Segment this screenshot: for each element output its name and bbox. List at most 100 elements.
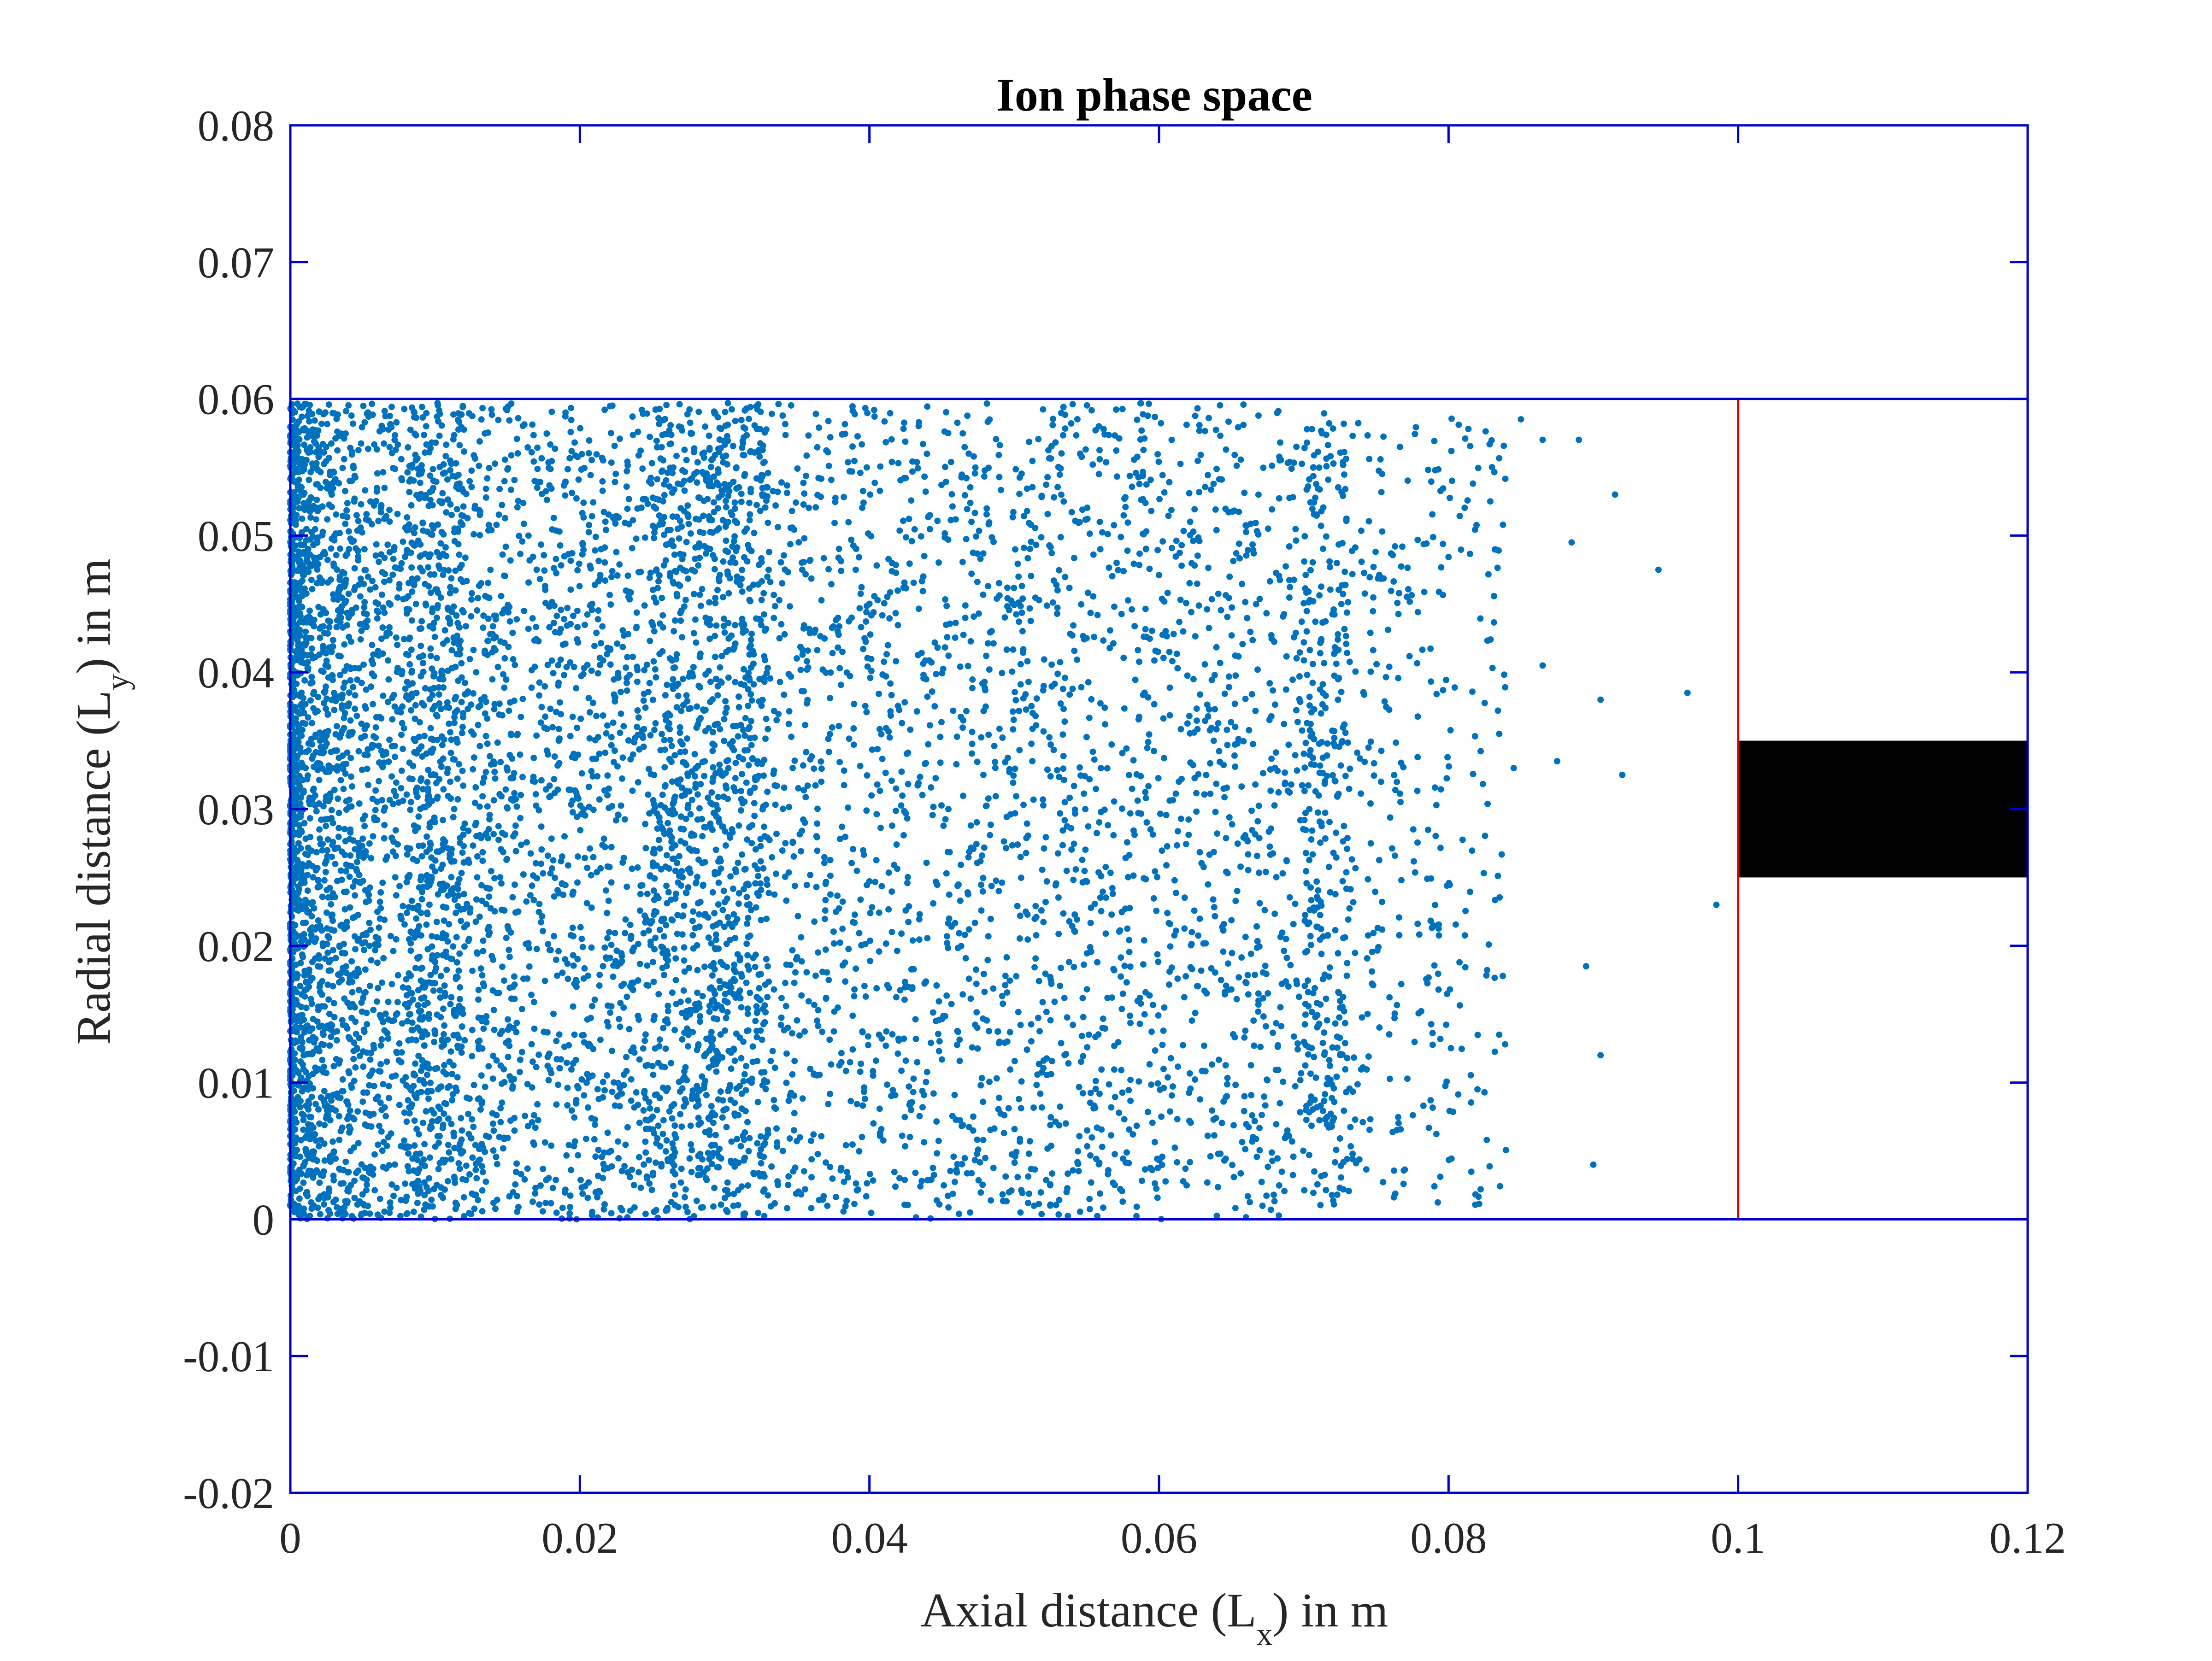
ion-point	[329, 917, 336, 924]
ion-point	[506, 751, 513, 758]
ion-point	[456, 651, 463, 658]
ion-point	[486, 816, 493, 823]
ion-point	[690, 664, 697, 670]
ion-point	[592, 547, 599, 554]
ion-point	[323, 610, 329, 616]
ion-point	[563, 663, 570, 670]
ion-point	[732, 417, 739, 424]
ion-point	[297, 733, 304, 740]
ion-point	[624, 1124, 631, 1131]
ion-point	[361, 419, 368, 426]
ion-point	[490, 1147, 497, 1154]
ion-point	[419, 1063, 426, 1069]
ion-point	[478, 834, 485, 841]
ion-point	[652, 666, 659, 673]
ion-point	[711, 1015, 717, 1022]
ion-point	[619, 627, 626, 634]
ion-point	[408, 1036, 415, 1043]
ion-point	[499, 712, 506, 719]
ion-point	[531, 1025, 538, 1032]
ion-point	[542, 786, 549, 793]
ion-point	[437, 540, 444, 547]
ion-point	[686, 965, 692, 972]
ion-point	[377, 905, 384, 912]
ion-point	[429, 863, 435, 870]
ion-point	[380, 693, 387, 699]
ion-point	[293, 797, 299, 804]
ion-point	[406, 1110, 413, 1117]
ion-point	[708, 1161, 715, 1168]
ion-point	[647, 771, 654, 778]
ion-point	[457, 984, 464, 991]
ion-point	[381, 440, 387, 447]
ion-point	[454, 775, 461, 782]
ion-point	[319, 847, 326, 854]
ion-point	[386, 624, 393, 631]
ion-point	[469, 1053, 476, 1060]
ion-point	[564, 960, 571, 967]
ion-point	[351, 498, 358, 505]
ion-point	[691, 751, 698, 757]
ion-point	[475, 1157, 482, 1164]
ion-point	[515, 498, 522, 505]
ion-point	[341, 456, 347, 463]
ion-point	[655, 578, 662, 585]
ion-point	[383, 1143, 390, 1149]
ion-point	[692, 616, 699, 623]
ion-point	[407, 476, 414, 483]
ion-point	[475, 986, 482, 993]
ion-point	[587, 565, 594, 572]
ion-point	[314, 1204, 321, 1211]
ion-point	[615, 1138, 621, 1145]
ion-point	[388, 404, 395, 411]
ion-point	[417, 1187, 424, 1194]
ion-point	[478, 416, 485, 423]
ion-point	[636, 1056, 643, 1063]
ion-point	[435, 1103, 442, 1110]
ion-point	[550, 670, 557, 676]
ion-point	[404, 1163, 411, 1170]
ion-point	[360, 661, 367, 668]
ion-point	[304, 412, 311, 419]
ion-point	[300, 403, 306, 410]
ion-point	[310, 874, 317, 881]
ion-point	[587, 845, 594, 852]
ion-point	[353, 1045, 360, 1051]
ion-point	[442, 1156, 449, 1163]
ion-point	[485, 637, 492, 644]
ion-point	[367, 927, 374, 933]
ion-point	[532, 1190, 539, 1197]
ion-point	[518, 1171, 524, 1178]
ion-point	[412, 702, 419, 709]
ion-point	[385, 1035, 392, 1042]
ion-point	[380, 426, 386, 433]
ion-point	[512, 1168, 519, 1175]
ion-point	[373, 607, 380, 614]
ion-point	[512, 822, 519, 829]
ion-point	[316, 955, 323, 962]
ion-point	[543, 496, 550, 503]
ion-point	[598, 640, 604, 646]
ion-point	[573, 685, 580, 692]
ion-point	[406, 606, 412, 613]
ion-point	[477, 1106, 484, 1113]
ion-point	[590, 499, 597, 506]
ion-point	[669, 778, 676, 785]
ion-point	[348, 803, 355, 810]
ion-point	[642, 1031, 649, 1038]
ion-point	[427, 496, 434, 503]
ion-point	[330, 469, 337, 476]
ion-point	[305, 714, 312, 721]
ion-point	[513, 1160, 520, 1167]
ion-point	[485, 429, 491, 436]
ion-point	[548, 835, 555, 842]
ion-point	[471, 799, 478, 806]
ion-point	[532, 860, 539, 867]
ion-point	[416, 734, 423, 740]
ion-point	[446, 851, 453, 857]
ion-point	[496, 486, 503, 493]
ion-point	[512, 1181, 519, 1188]
ion-point	[486, 893, 493, 900]
ion-point	[523, 898, 530, 905]
ion-point	[402, 1180, 409, 1187]
